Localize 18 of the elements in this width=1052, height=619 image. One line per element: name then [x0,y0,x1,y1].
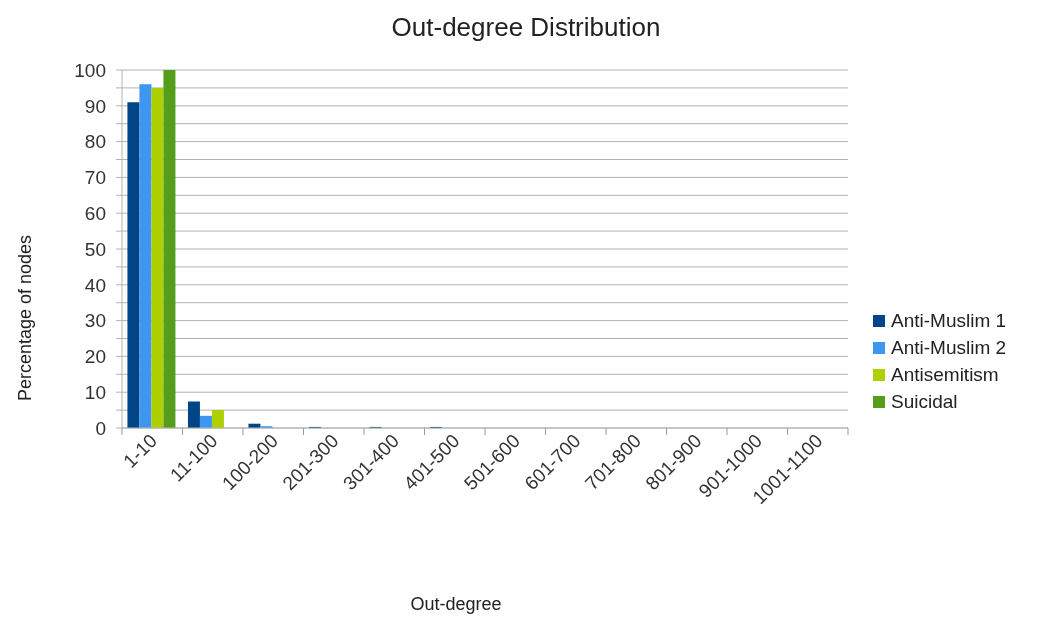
legend-label: Anti-Muslim 1 [891,309,1007,332]
y-tick-label: 100 [74,59,106,81]
y-tick-label: 50 [84,238,106,260]
y-tick-label: 20 [84,346,106,368]
x-axis-title: Out-degree [409,593,503,616]
y-tick-label: 30 [84,310,106,332]
y-tick-label: 0 [95,417,106,439]
y-tick-label: 80 [84,131,106,153]
legend-label: Antisemitism [891,363,999,386]
y-tick-label: 90 [84,95,106,117]
y-tick-label: 70 [84,167,106,189]
y-tick-label: 10 [84,381,106,403]
y-tick-label: 40 [84,274,106,296]
legend-label: Suicidal [891,390,958,413]
legend-label: Anti-Muslim 2 [891,336,1007,359]
chart-title: Out-degree Distribution [390,11,662,44]
y-axis-title: Percentage of nodes [14,233,36,404]
y-tick-label: 60 [84,202,106,224]
